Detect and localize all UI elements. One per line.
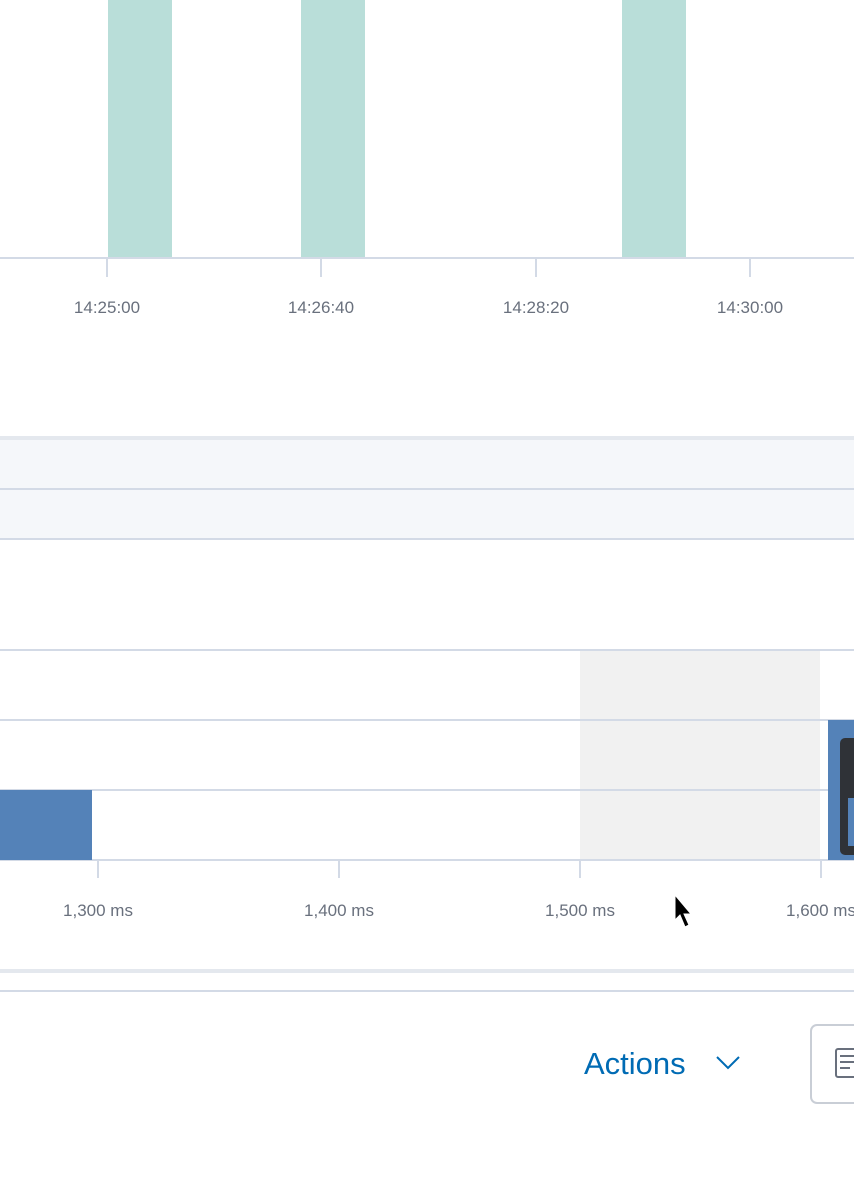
x-tick-label: 1,500 ms xyxy=(545,901,615,920)
x-tick-label: 1,600 ms xyxy=(786,901,854,920)
ticks xyxy=(97,860,822,878)
x-tick-label: 1,400 ms xyxy=(304,901,374,920)
hover-region xyxy=(580,651,820,860)
x-tick-label: 14:30:00 xyxy=(717,298,783,317)
x-tick-label: 14:25:00 xyxy=(74,298,140,317)
actions-button[interactable]: Actions xyxy=(584,1046,740,1081)
span-bar[interactable] xyxy=(0,790,92,860)
x-tick-label: 1,300 ms xyxy=(63,901,133,920)
x-tick-label: 14:26:40 xyxy=(288,298,354,317)
chevron[interactable] xyxy=(716,1056,740,1070)
x-tick-label: 14:28:20 xyxy=(503,298,569,317)
ticks xyxy=(106,258,751,277)
bar xyxy=(622,0,686,257)
actions-label[interactable]: Actions xyxy=(584,1046,686,1081)
row-lines xyxy=(0,649,854,861)
bar xyxy=(301,0,365,257)
bar xyxy=(108,0,172,257)
icon xyxy=(835,1048,854,1078)
cursor xyxy=(674,893,693,928)
icon-button[interactable] xyxy=(810,1024,854,1104)
panel-shadow xyxy=(0,969,854,973)
panel-shadow xyxy=(0,436,854,440)
tooltip-swatch xyxy=(848,798,854,846)
